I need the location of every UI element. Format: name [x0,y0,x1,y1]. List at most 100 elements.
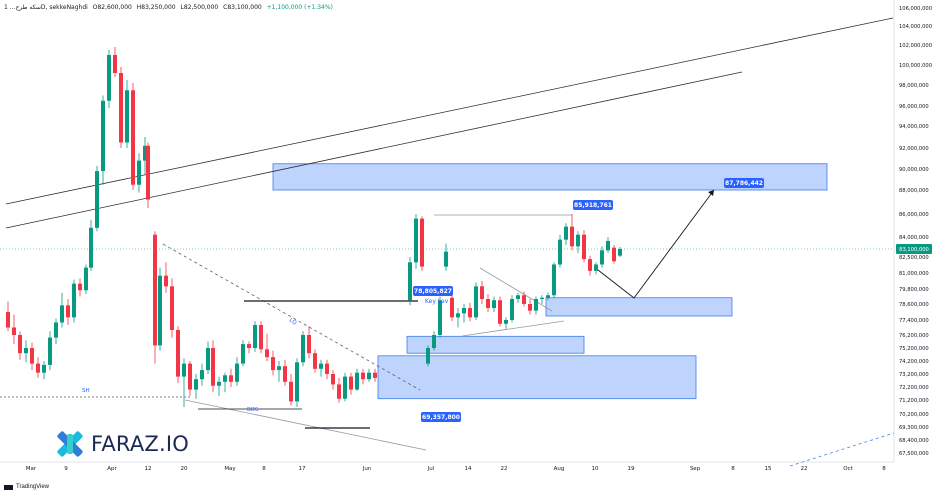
candle-body [367,372,371,380]
candle-body [113,55,117,73]
y-tick-label: 82,500,000 [899,255,929,261]
y-tick-label: 81,000,000 [899,271,929,277]
x-tick-label: 8 [882,466,886,472]
x-tick-label: Aug [554,466,565,472]
candle-body [552,264,556,296]
candle-body [289,381,293,402]
y-tick-label: 88,000,000 [899,188,929,194]
y-tick-label: 96,000,000 [899,104,929,110]
y-tick-label: 94,000,000 [899,124,929,130]
candle-body [131,90,135,185]
x-tick-label: 20 [181,466,188,472]
level-label: 85,918,761 [574,202,612,209]
candle-body [78,283,82,291]
candle-body [600,250,604,265]
candle-body [606,241,610,251]
x-tick-label: 12 [145,466,152,472]
brand-name: FARAZ.IO [91,432,190,456]
candle-body [223,375,227,382]
y-tick-label: 76,200,000 [899,333,929,339]
y-tick-label: 106,000,000 [899,6,932,12]
candle-body [89,227,93,268]
projection-path [597,189,715,299]
level-label-box [421,412,461,422]
y-tick-label: 84,000,000 [899,235,929,241]
brand-watermark: FARAZ.IO [54,428,189,460]
candle-body [582,234,586,260]
key-level-annotation: Key Lev [425,298,449,305]
candle-body [420,218,424,267]
projection-arrow-head [708,190,714,196]
candle-body [468,308,472,318]
candle-body [414,218,418,263]
close-value: C83,100,000 [223,4,262,11]
y-tick-label: 70,200,000 [899,412,929,418]
candle-body [101,100,105,172]
liquidity-trendline [162,243,421,391]
candle-body [24,348,28,354]
candle-body [12,327,16,335]
demand-zone [377,355,697,400]
candle-body [301,335,305,363]
candle-body [307,335,311,354]
tradingview-label: TradingView [16,484,50,490]
candle-body [462,308,466,314]
sh-annotation: SH [82,388,90,394]
candle-body [30,348,34,364]
wedge-upper-line [479,267,553,312]
faraz-logo-icon [57,431,83,457]
demand-zone [545,297,733,317]
candle-body [18,335,22,354]
demand-zone [406,335,585,354]
candle-body [444,251,448,267]
candle-body [331,374,335,385]
x-tick-label: 9 [64,466,68,472]
lq-annotation: LQ [288,318,298,327]
candle-body [408,262,412,301]
candle-body [60,305,64,323]
candle-body [253,325,257,348]
y-tick-label: 79,800,000 [899,287,929,293]
y-tick-label: 102,000,000 [899,43,932,49]
candle-body [277,366,281,371]
y-tick-label: 90,000,000 [899,167,929,173]
candle-body [259,325,263,350]
projection-dashed-line [789,432,895,467]
y-tick-label: 78,600,000 [899,302,929,308]
candle-body [176,330,180,377]
candle-body [588,259,592,271]
y-tick-label: 77,400,000 [899,318,929,324]
candle-body [450,297,454,318]
level-label-box [573,200,613,210]
y-tick-label: 69,300,000 [899,425,929,431]
target-label-box [724,178,764,188]
candle-body [325,363,329,374]
target-label: 87,786,442 [725,180,763,187]
candle-body [540,297,544,299]
x-tick-label: 10 [592,466,599,472]
candle-body [426,348,430,364]
candle-body [241,344,245,364]
candle-body [576,234,580,247]
candle-body [146,145,150,200]
y-tick-label: 73,200,000 [899,372,929,378]
candle-body [474,286,478,318]
x-tick-label: Jul [427,466,435,472]
change-value: +1,100,000 (+1.34%) [266,4,333,11]
level-label-box [413,286,453,296]
symbol-label: سکه طرح... 1D, sekkeNaghdi [4,4,88,11]
candle-body [486,299,490,308]
candle-body [492,300,496,308]
candle-body [438,300,442,335]
candle-body [570,226,574,247]
tradingview-footer[interactable]: TradingView [4,484,49,490]
candle-body [6,312,10,328]
low-value: L82,500,000 [180,4,219,11]
y-tick-label: 72,200,000 [899,385,929,391]
level-label: 69,357,800 [422,414,460,421]
y-tick-label: 100,000,000 [899,63,932,69]
y-tick-label: 86,000,000 [899,212,929,218]
current-price-label: 83,100,000 [899,247,929,253]
x-tick-label: Mar [26,466,37,472]
